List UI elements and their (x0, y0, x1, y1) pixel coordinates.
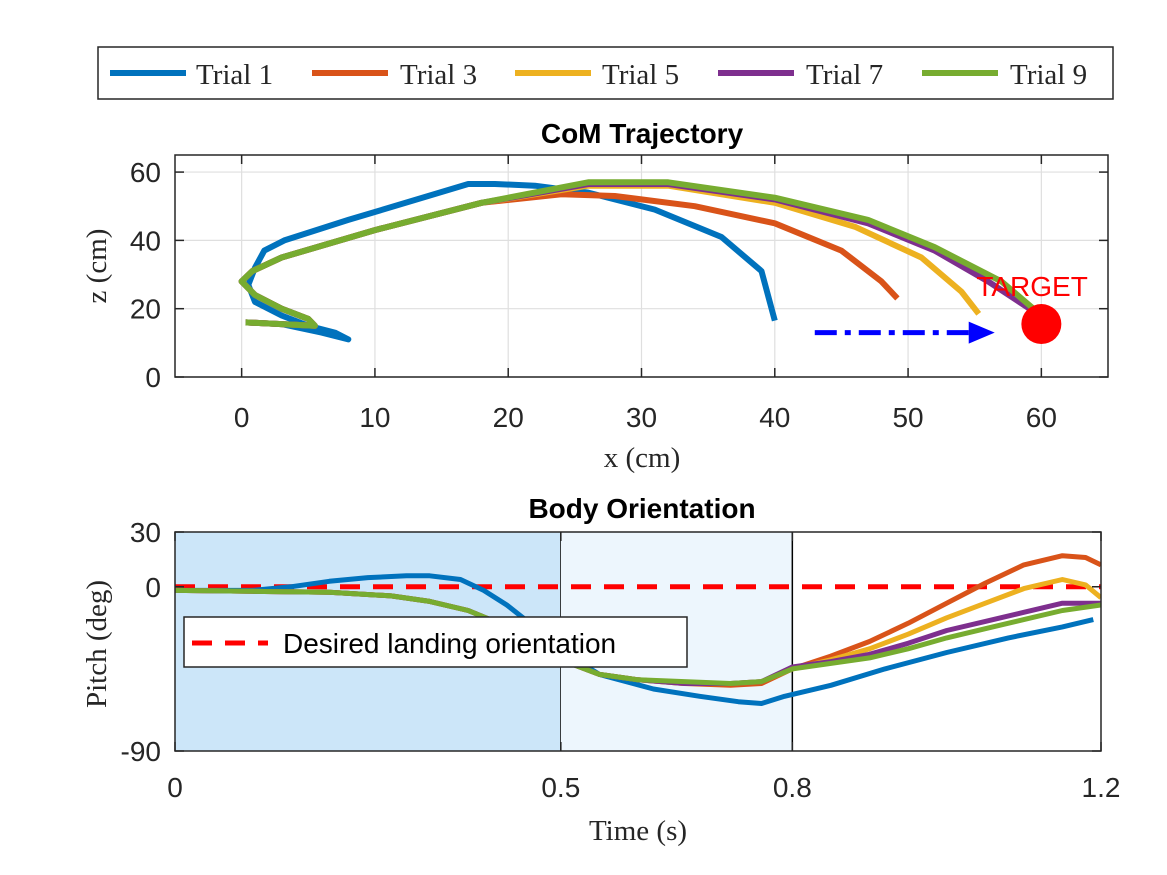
x-tick-label: 60 (1026, 402, 1057, 433)
x-tick-label: 0.8 (773, 772, 812, 803)
series-line-trial-3 (238, 191, 900, 329)
series-group (175, 553, 1101, 706)
plot-frame (174, 531, 1102, 752)
x-tick-label: 40 (759, 402, 790, 433)
ticks (175, 155, 1108, 378)
target-label: TARGET (976, 271, 1087, 302)
tick-labels: 0 10 20 30 40 50 60 0 20 40 60 (130, 157, 1057, 433)
legend: Trial 1 Trial 3 Trial 5 Trial 7 Trial 9 (97, 46, 1114, 100)
direction-arrow-head (968, 321, 995, 344)
legend-entry-trial-9[interactable]: Trial 9 (922, 59, 1087, 91)
legend-entry-trial-5[interactable]: Trial 5 (515, 59, 679, 91)
series-group (238, 179, 1044, 343)
reference-legend-label: Desired landing orientation (283, 628, 616, 659)
y-tick-label: 20 (130, 294, 161, 325)
legend-label: Trial 3 (400, 59, 477, 91)
x-tick-label: 0.5 (541, 772, 580, 803)
y-axis-label: z (cm) (81, 229, 113, 304)
x-tick-label: 1.2 (1082, 772, 1121, 803)
x-axis-label: x (cm) (604, 442, 681, 474)
legend-label: Trial 7 (806, 59, 883, 91)
y-tick-label: 40 (130, 225, 161, 256)
chart-title: CoM Trajectory (541, 118, 744, 149)
x-tick-label: 50 (892, 402, 923, 433)
x-tick-label: 0 (167, 772, 183, 803)
reference-legend: Desired landing orientation (183, 616, 688, 668)
x-tick-label: 0 (234, 402, 250, 433)
com-trajectory-chart: CoM Trajectory TARGET 0 10 20 30 40 50 60 0 20 40… (81, 118, 1109, 474)
x-axis-label: Time (s) (589, 815, 687, 847)
y-tick-label: 0 (145, 572, 161, 603)
series-line-trial-9 (238, 179, 1044, 329)
x-tick-label: 30 (626, 402, 657, 433)
legend-label: Trial 9 (1010, 59, 1087, 91)
series-line-trial-5 (238, 182, 982, 329)
y-tick-label: 30 (130, 517, 161, 548)
legend-label: Trial 5 (602, 59, 679, 91)
legend-entry-trial-7[interactable]: Trial 7 (718, 59, 883, 91)
legend-entry-trial-3[interactable]: Trial 3 (312, 59, 477, 91)
x-tick-label: 20 (493, 402, 524, 433)
y-tick-label: -90 (121, 736, 161, 767)
x-tick-label: 10 (359, 402, 390, 433)
body-orientation-chart: Body Orientation Desired landing orienta… (81, 493, 1120, 847)
series-line-trial-1 (245, 181, 778, 343)
target-marker (1021, 304, 1062, 345)
legend-label: Trial 1 (196, 59, 273, 91)
y-axis-label: Pitch (deg) (81, 580, 113, 708)
y-tick-label: 0 (145, 362, 161, 393)
chart-title: Body Orientation (528, 493, 755, 524)
legend-entry-trial-1[interactable]: Trial 1 (110, 59, 273, 91)
series-line-trial-9 (175, 587, 1101, 686)
annotations: TARGET (814, 271, 1088, 345)
ticks (174, 531, 1102, 752)
y-tick-label: 60 (130, 157, 161, 188)
